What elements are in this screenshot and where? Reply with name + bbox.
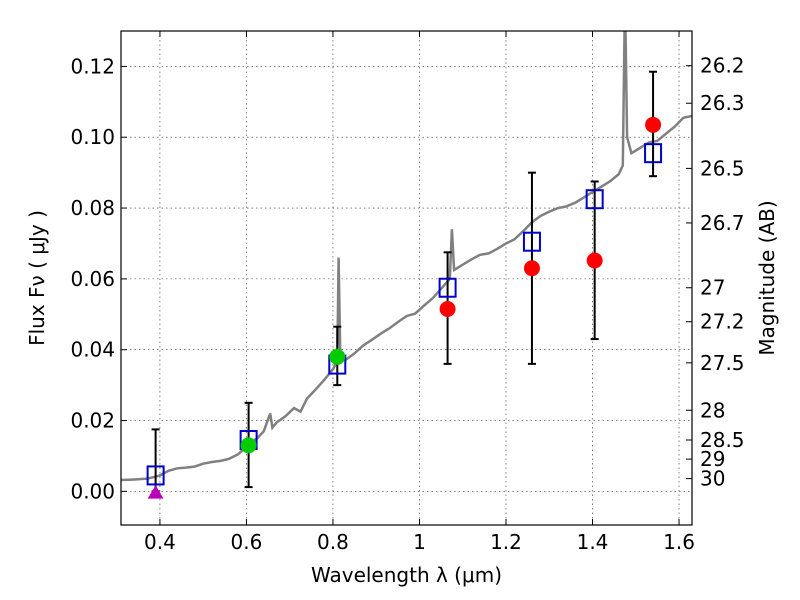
y2-tick-label: 26.7 <box>700 211 745 235</box>
x-axis-label: Wavelength λ (μm) <box>311 563 502 587</box>
y-tick-label: 0.06 <box>70 267 115 291</box>
y-tick-label: 0.08 <box>70 196 115 220</box>
y2-tick-label: 26.2 <box>700 54 745 78</box>
observed-point <box>523 260 540 277</box>
model-point <box>585 189 604 210</box>
observed-point-triangle <box>147 485 164 499</box>
x-tick-label: 0.4 <box>144 530 176 554</box>
y-tick-label: 0.10 <box>70 125 115 149</box>
x-tick-label: 0.8 <box>317 530 349 554</box>
grid <box>121 31 692 525</box>
observed-points <box>147 116 662 499</box>
model-spectrum <box>121 31 692 482</box>
observed-point <box>586 252 603 269</box>
y2-axis-label: Magnitude (AB) <box>755 200 779 355</box>
y2-tick-label: 27.5 <box>700 351 745 375</box>
model-point <box>644 143 663 164</box>
observed-point <box>645 116 662 133</box>
axis-ticks: 0.4 0.6 0.8 1 1.2 1.4 1.6 0.00 0.02 0.04 0.06 0.08 0… <box>70 31 745 554</box>
x-tick-label: 0.6 <box>231 530 263 554</box>
model-point <box>438 277 457 298</box>
model-point <box>146 465 165 486</box>
x-tick-label: 1 <box>413 530 426 554</box>
y2-tick-label: 27 <box>700 276 725 300</box>
y2-tick-label: 30 <box>700 467 725 491</box>
y-tick-label: 0.04 <box>70 338 115 362</box>
y2-tick-label: 26.5 <box>700 156 745 180</box>
y2-tick-label: 27.2 <box>700 310 745 334</box>
error-bars <box>151 70 658 493</box>
spectrum-line <box>121 31 692 482</box>
observed-point <box>240 437 257 454</box>
model-points <box>146 143 663 486</box>
y-tick-label: 0.00 <box>70 479 115 503</box>
y-axis-label: Flux Fν ( μJy ) <box>25 210 49 346</box>
y2-tick-label: 29 <box>700 447 725 471</box>
observed-point <box>329 348 346 365</box>
y2-tick-label: 26.3 <box>700 91 745 115</box>
y2-tick-label: 28 <box>700 398 725 422</box>
x-tick-label: 1.4 <box>577 530 609 554</box>
x-tick-label: 1.6 <box>663 530 695 554</box>
y-tick-label: 0.02 <box>70 409 115 433</box>
model-point <box>522 231 541 252</box>
y-tick-label: 0.12 <box>70 54 115 78</box>
y2-tick-label: 28.5 <box>700 428 745 452</box>
plot-frame <box>120 30 693 526</box>
observed-point <box>439 300 456 317</box>
x-tick-label: 1.2 <box>490 530 522 554</box>
